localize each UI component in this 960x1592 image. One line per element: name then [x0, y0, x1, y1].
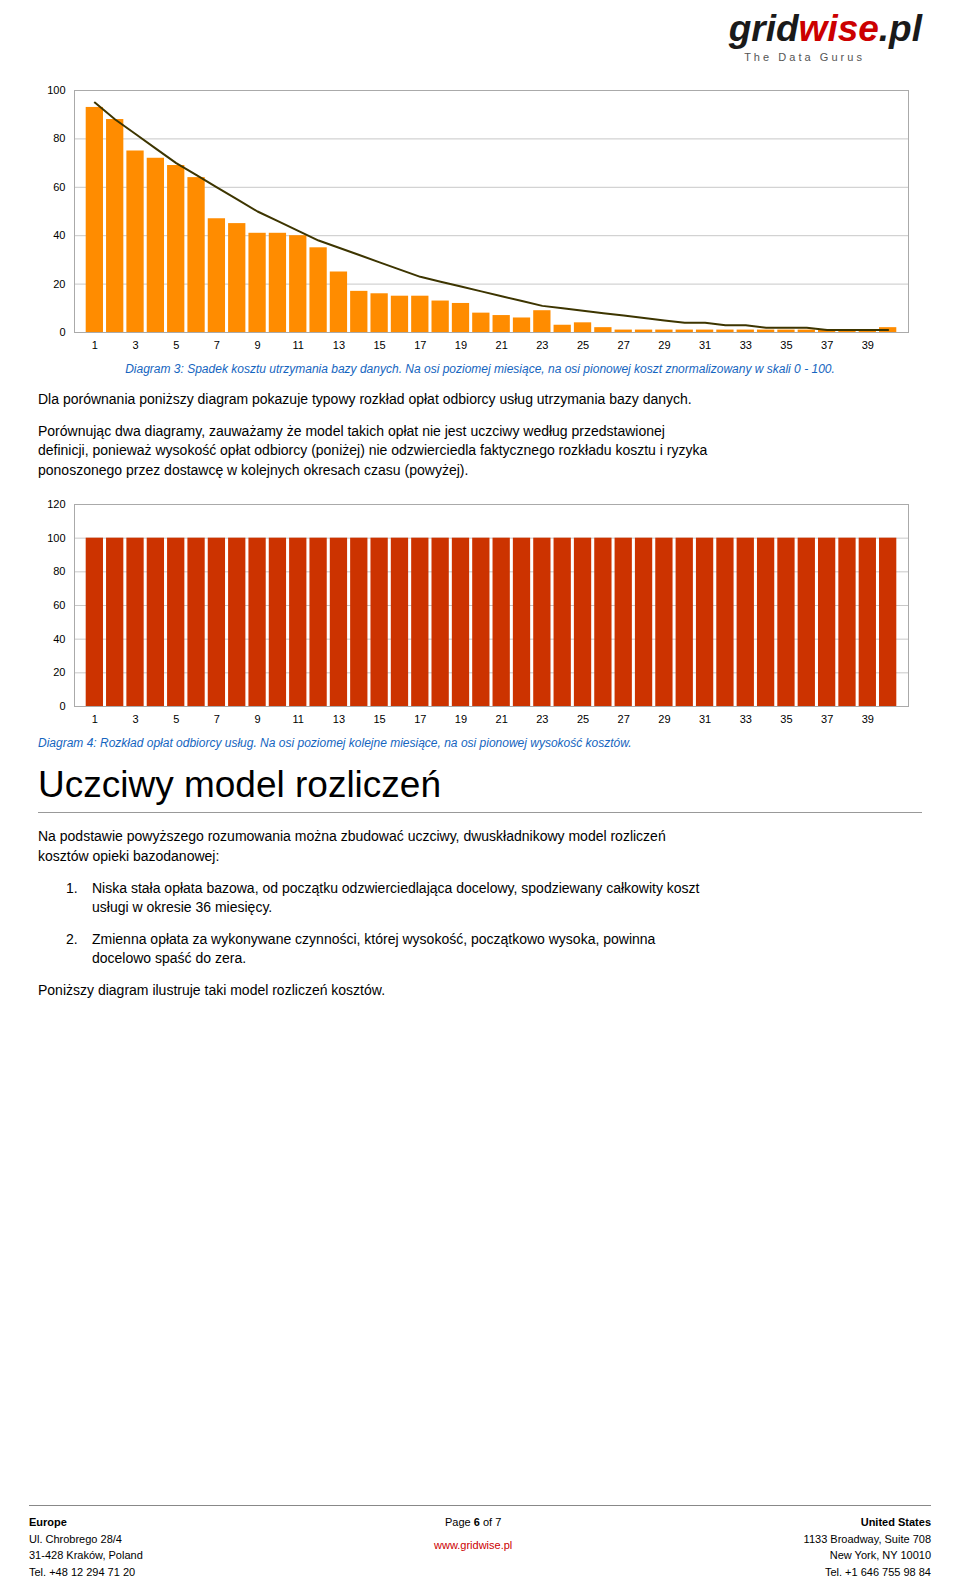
svg-text:80: 80: [53, 566, 65, 578]
html-text:Dla porównania poniższy diagra: Dla porównania poniższy diagram pokazuje…: [38, 391, 692, 407]
svg-text:19: 19: [455, 339, 467, 351]
svg-text:7: 7: [214, 339, 220, 351]
svg-text:15: 15: [373, 714, 385, 726]
html-text:Diagram 3: Spadek kosztu utrzy: Diagram 3: Spadek kosztu utrzymania bazy…: [125, 362, 835, 376]
svg-text:15: 15: [373, 339, 385, 351]
svg-text:39: 39: [862, 339, 874, 351]
html-text:Uczciwy model rozliczeń: Uczciwy model rozliczeń: [38, 764, 441, 806]
svg-text:9: 9: [255, 714, 261, 726]
svg-text:35: 35: [780, 339, 792, 351]
html-text:Diagram 4: Rozkład opłat odbio: Diagram 4: Rozkład opłat odbiorcy usług.…: [38, 736, 632, 751]
svg-text:23: 23: [536, 339, 548, 351]
svg-text:40: 40: [53, 229, 65, 241]
html-text:United States: United States: [860, 1516, 931, 1528]
html-text:Page 6 of 7: Page 6 of 7: [445, 1516, 502, 1528]
svg-text:100: 100: [47, 84, 65, 96]
svg-text:5: 5: [173, 714, 179, 726]
html-text:Ul. Chrobrego 28/4 31-428 Krak: Ul. Chrobrego 28/4 31-428 Kraków, Poland…: [29, 1532, 143, 1578]
svg-text:35: 35: [780, 714, 792, 726]
svg-text:100: 100: [47, 532, 65, 544]
svg-text:11: 11: [293, 714, 304, 726]
svg-text:40: 40: [53, 633, 65, 645]
svg-text:33: 33: [740, 339, 752, 351]
svg-text:25: 25: [577, 714, 589, 726]
svg-text:17: 17: [414, 714, 426, 726]
html-text:Porównując dwa diagramy, zauwa: Porównując dwa diagramy, zauważamy że mo…: [38, 422, 708, 478]
svg-text:120: 120: [47, 498, 65, 510]
svg-text:17: 17: [414, 339, 426, 351]
svg-text:0: 0: [59, 326, 65, 338]
svg-text:1: 1: [92, 339, 98, 351]
html-text:www.gridwise.pl: www.gridwise.pl: [434, 1538, 513, 1551]
html-text:1133 Broadway, Suite 708 New Y: 1133 Broadway, Suite 708 New York, NY 10…: [803, 1532, 931, 1578]
html-text:2.: 2.: [66, 930, 78, 947]
svg-text:9: 9: [255, 339, 261, 351]
svg-text:39: 39: [862, 714, 874, 726]
svg-text:37: 37: [821, 339, 833, 351]
html-text:Niska stała opłata bazowa, od: Niska stała opłata bazowa, od początku o…: [92, 879, 700, 916]
svg-text:27: 27: [618, 714, 630, 726]
svg-text:19: 19: [455, 714, 467, 726]
svg-text:23: 23: [536, 714, 548, 726]
html-text:grid wise.pl: grid wise.pl: [728, 8, 922, 49]
svg-text:80: 80: [53, 132, 65, 144]
svg-text:60: 60: [53, 181, 65, 193]
html-text:Europe: Europe: [29, 1516, 67, 1528]
html-text:Na podstawie powyższego rozumo: Na podstawie powyższego rozumowania możn…: [38, 828, 666, 864]
svg-text:5: 5: [173, 339, 179, 351]
svg-text:13: 13: [333, 714, 345, 726]
svg-text:7: 7: [214, 714, 220, 726]
svg-text:13: 13: [333, 339, 345, 351]
svg-text:1: 1: [92, 714, 98, 726]
svg-text:20: 20: [53, 278, 65, 290]
svg-text:31: 31: [699, 339, 711, 351]
svg-text:21: 21: [496, 714, 508, 726]
svg-text:37: 37: [821, 714, 833, 726]
svg-text:27: 27: [618, 339, 630, 351]
svg-text:33: 33: [740, 714, 752, 726]
svg-text:25: 25: [577, 339, 589, 351]
svg-text:0: 0: [59, 700, 65, 712]
svg-text:31: 31: [699, 714, 711, 726]
html-text:T h e D a t a G u r u s: T h e D a t a G u r u s: [744, 51, 862, 63]
svg-text:3: 3: [132, 339, 138, 351]
svg-text:21: 21: [496, 339, 508, 351]
html-text:Poniższy diagram ilustruje tak: Poniższy diagram ilustruje taki model ro…: [38, 981, 385, 998]
svg-text:3: 3: [132, 714, 138, 726]
svg-text:20: 20: [53, 667, 65, 679]
svg-text:29: 29: [658, 339, 670, 351]
svg-text:11: 11: [293, 339, 304, 351]
html-text:1.: 1.: [66, 879, 78, 896]
svg-text:29: 29: [658, 714, 670, 726]
html-text:Zmienna opłata za wykonywane c: Zmienna opłata za wykonywane czynności, …: [92, 930, 656, 967]
svg-text:60: 60: [53, 599, 65, 611]
